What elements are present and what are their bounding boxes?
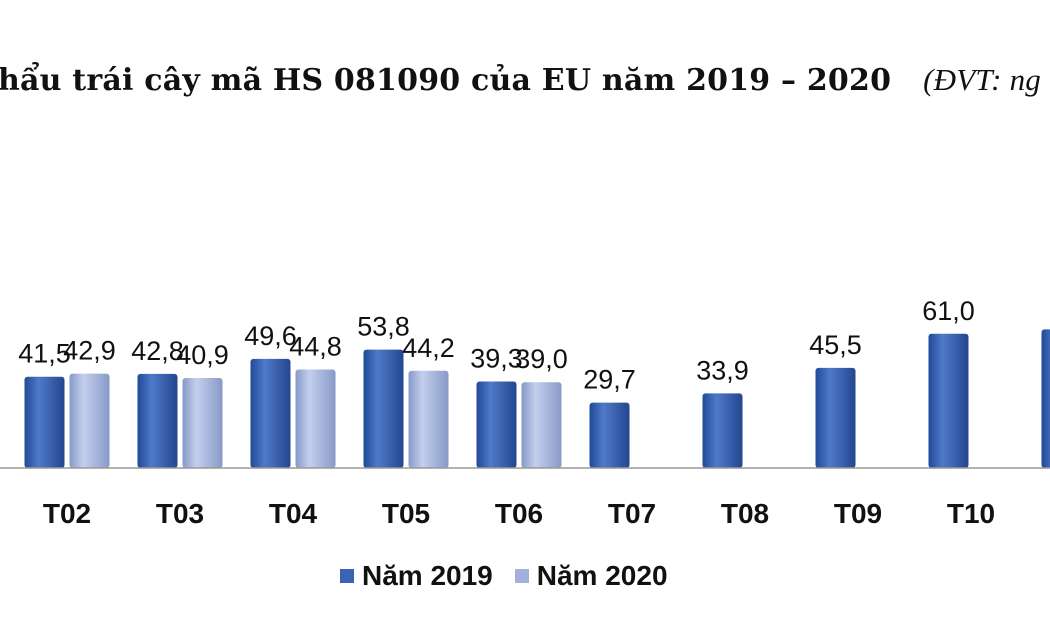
data-label-t03-2019: 42,8 (131, 336, 184, 366)
bar-t05-2020 (408, 370, 449, 468)
bar-t03-2019 (137, 373, 178, 468)
x-tick-t08: T08 (721, 498, 769, 529)
bar-t08-2019 (702, 393, 743, 468)
x-tick-t02: T02 (43, 498, 91, 529)
bar-t07-2019 (589, 402, 630, 468)
data-label-t04-2019: 49,6 (244, 321, 297, 351)
data-label-t09-2019: 45,5 (809, 330, 862, 360)
x-tick-t06: T06 (495, 498, 543, 529)
legend-swatch-2020 (514, 569, 529, 583)
data-label-t08-2019: 33,9 (696, 355, 749, 385)
legend-swatch-2019 (340, 569, 354, 583)
x-tick-t04: T04 (269, 498, 318, 529)
x-tick-t05: T05 (382, 498, 430, 529)
bar-t02-2019 (24, 376, 65, 468)
x-tick-t09: T09 (834, 498, 882, 529)
data-label-t06-2020: 39,0 (515, 344, 568, 374)
legend: Năm 2019 Năm 2020 (340, 560, 690, 592)
bar-t09-2019 (815, 367, 856, 468)
data-label-t05-2020: 44,2 (402, 333, 455, 363)
bar-t05-2019 (363, 349, 404, 468)
legend-label-2019: Năm 2019 (362, 560, 493, 591)
chart-title: hẩu trái cây mã HS 081090 của EU năm 201… (0, 62, 1041, 98)
legend-label-2020: Năm 2020 (536, 560, 668, 591)
x-tick-t03: T03 (156, 498, 204, 529)
legend-item-2019: Năm 2019 (340, 560, 493, 592)
data-label-t05-2019: 53,8 (357, 312, 410, 342)
data-label-t03-2020: 40,9 (176, 340, 229, 370)
x-tick-t10: T10 (947, 498, 995, 529)
bar-t04-2019 (250, 358, 291, 468)
x-tick-labels: T02 T03 T04 T05 T06 T07 T08 T09 T10 (43, 498, 995, 529)
chart-title-unit: (ĐVT: ng (923, 62, 1041, 97)
bar-t06-2019 (476, 381, 517, 468)
bar-t11-2019 (1041, 329, 1050, 468)
x-tick-t07: T07 (608, 498, 656, 529)
bar-t04-2020 (295, 369, 336, 468)
data-label-t07-2019: 29,7 (583, 365, 636, 395)
bar-t10-2019 (928, 333, 969, 468)
data-label-t10-2019: 61,0 (922, 296, 975, 326)
legend-item-2020: Năm 2020 (514, 560, 668, 592)
bars-group: 241,542,942,840,949,644,853,844,239,339,… (18, 296, 1050, 468)
bar-t06-2020 (521, 382, 562, 468)
data-label-t04-2020: 44,8 (289, 331, 342, 361)
bar-t03-2020 (182, 378, 223, 468)
bar-t02-2020 (69, 373, 110, 468)
chart-title-main: hẩu trái cây mã HS 081090 của EU năm 201… (0, 63, 892, 98)
data-label-t02-2020: 42,9 (63, 336, 116, 366)
data-label-t02-2019: 41,5 (18, 339, 71, 369)
data-label-t06-2019: 39,3 (470, 344, 523, 374)
